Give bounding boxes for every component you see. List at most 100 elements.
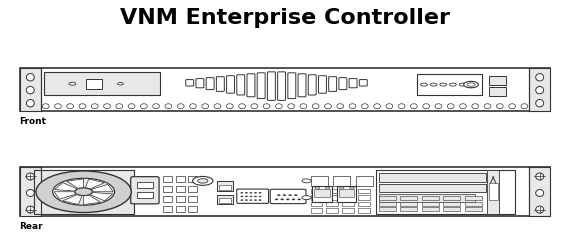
Bar [378,173,486,182]
Bar [176,176,185,182]
Bar [311,176,328,186]
Bar [163,196,172,202]
Circle shape [302,179,311,183]
Bar [188,206,197,212]
FancyBboxPatch shape [298,74,306,97]
Polygon shape [91,192,113,201]
FancyBboxPatch shape [196,78,204,88]
Circle shape [259,196,261,197]
Bar [489,76,506,85]
Bar [327,196,338,200]
FancyBboxPatch shape [278,72,286,101]
Circle shape [241,192,243,193]
Ellipse shape [42,104,49,109]
Circle shape [463,81,478,88]
FancyBboxPatch shape [131,177,159,204]
Bar [422,202,439,205]
Ellipse shape [165,104,172,109]
Bar [333,176,350,186]
Bar [163,206,172,212]
FancyBboxPatch shape [288,73,296,99]
Ellipse shape [447,104,454,109]
Ellipse shape [521,104,528,109]
FancyBboxPatch shape [186,80,194,86]
Bar [465,207,482,211]
Bar [465,196,482,200]
Bar [358,196,369,200]
Bar [34,170,134,214]
Circle shape [254,192,256,193]
Bar [378,196,396,200]
Bar [358,189,369,194]
Bar [44,72,160,95]
Ellipse shape [324,104,331,109]
Polygon shape [63,195,82,204]
Bar [343,189,353,194]
Circle shape [275,199,278,200]
Bar [219,184,231,190]
Circle shape [245,192,247,193]
Ellipse shape [386,104,393,109]
Ellipse shape [177,104,184,109]
Bar [315,188,330,197]
Circle shape [325,187,330,189]
Ellipse shape [79,104,86,109]
Circle shape [254,200,256,201]
Bar [327,202,338,206]
Bar [443,202,460,205]
Ellipse shape [26,206,34,213]
Circle shape [250,196,252,197]
Bar [489,87,506,96]
FancyBboxPatch shape [329,77,337,92]
Circle shape [459,83,466,86]
Bar [176,206,185,212]
Ellipse shape [26,173,34,180]
Bar [311,208,322,213]
Ellipse shape [104,104,111,109]
Bar [19,68,551,112]
Ellipse shape [484,104,491,109]
Circle shape [298,199,300,200]
Circle shape [69,82,76,85]
Ellipse shape [398,104,405,109]
Bar [312,186,332,202]
Bar [400,202,417,205]
Circle shape [52,178,115,205]
Ellipse shape [26,100,34,107]
Bar [358,202,369,206]
Circle shape [469,83,475,86]
Bar [417,74,482,95]
Bar [188,196,197,202]
FancyBboxPatch shape [237,75,245,95]
FancyBboxPatch shape [217,77,225,92]
Polygon shape [91,184,113,192]
Circle shape [292,199,295,200]
Ellipse shape [536,74,544,81]
Circle shape [241,200,243,201]
Bar [19,167,551,216]
Circle shape [36,171,131,212]
Bar [176,186,185,192]
Ellipse shape [202,104,209,109]
Bar [137,182,153,188]
Ellipse shape [26,86,34,94]
Bar [376,170,515,214]
Circle shape [198,179,208,183]
Bar [378,194,475,202]
Circle shape [75,188,92,196]
FancyBboxPatch shape [359,80,367,86]
FancyBboxPatch shape [247,74,255,97]
FancyBboxPatch shape [257,73,265,99]
Ellipse shape [410,104,417,109]
Ellipse shape [214,104,221,109]
Ellipse shape [536,86,544,94]
Circle shape [340,187,344,189]
Bar [87,79,103,89]
Circle shape [302,196,311,200]
Bar [343,208,353,213]
Bar [19,167,41,216]
Bar [378,202,396,205]
Bar [217,195,233,204]
Circle shape [315,187,320,189]
Circle shape [245,200,247,201]
